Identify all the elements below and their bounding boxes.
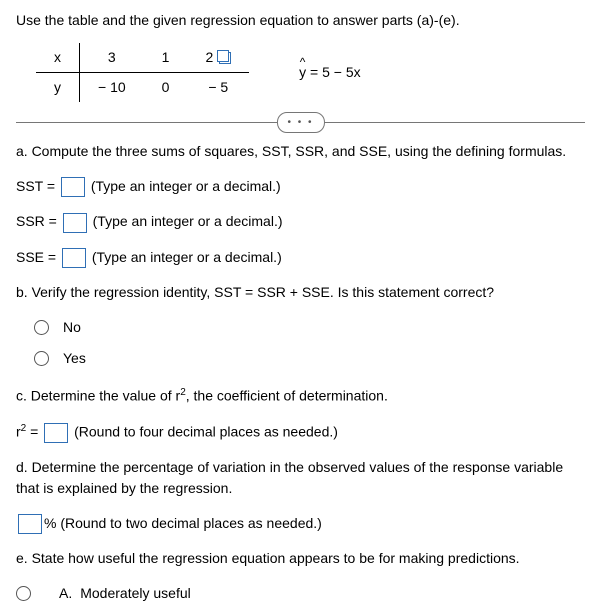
- part-c-text: c. Determine the value of r2, the coeffi…: [16, 385, 585, 407]
- part-b-text: b. Verify the regression identity, SST =…: [16, 282, 585, 303]
- r2-input[interactable]: [44, 423, 68, 443]
- data-table: x 3 1 2 y − 10 0 − 5: [36, 43, 249, 102]
- separator: • • •: [16, 122, 585, 123]
- sse-input[interactable]: [62, 248, 86, 268]
- ssr-row: SSR = (Type an integer or a decimal.): [16, 211, 585, 232]
- pct-input[interactable]: [18, 514, 42, 534]
- pct-row: % (Round to two decimal places as needed…: [16, 513, 585, 534]
- row-label-y: y: [36, 73, 80, 103]
- y-val-3: − 5: [187, 73, 249, 103]
- ssr-input[interactable]: [63, 213, 87, 233]
- r2-row: r2 = (Round to four decimal places as ne…: [16, 421, 585, 443]
- y-val-2: 0: [144, 73, 188, 103]
- sst-row: SST = (Type an integer or a decimal.): [16, 176, 585, 197]
- sse-row: SSE = (Type an integer or a decimal.): [16, 247, 585, 268]
- part-b-options: No Yes: [34, 317, 585, 369]
- radio-icon: [16, 586, 31, 601]
- regression-equation: y = 5 − 5x: [299, 62, 360, 83]
- x-val-3: 2: [187, 43, 249, 73]
- option-label: No: [63, 317, 81, 338]
- option-yes[interactable]: Yes: [34, 348, 585, 369]
- radio-icon: [34, 351, 49, 366]
- sst-input[interactable]: [61, 177, 85, 197]
- y-val-1: − 10: [80, 73, 144, 103]
- option-a[interactable]: A. Moderately useful: [16, 583, 585, 604]
- part-e-text: e. State how useful the regression equat…: [16, 548, 585, 569]
- copy-icon[interactable]: [219, 52, 231, 64]
- option-no[interactable]: No: [34, 317, 585, 338]
- question-prompt: Use the table and the given regression e…: [16, 10, 585, 31]
- x-val-2: 1: [144, 43, 188, 73]
- option-label: Yes: [63, 348, 86, 369]
- x-val-1: 3: [80, 43, 144, 73]
- option-label: Moderately useful: [80, 583, 191, 604]
- data-row: x 3 1 2 y − 10 0 − 5 y = 5 − 5x: [16, 43, 585, 102]
- radio-icon: [34, 320, 49, 335]
- more-button[interactable]: • • •: [276, 112, 324, 133]
- part-a-text: a. Compute the three sums of squares, SS…: [16, 141, 585, 162]
- row-label-x: x: [36, 43, 80, 73]
- option-letter: A.: [59, 583, 72, 604]
- part-d-text: d. Determine the percentage of variation…: [16, 457, 585, 499]
